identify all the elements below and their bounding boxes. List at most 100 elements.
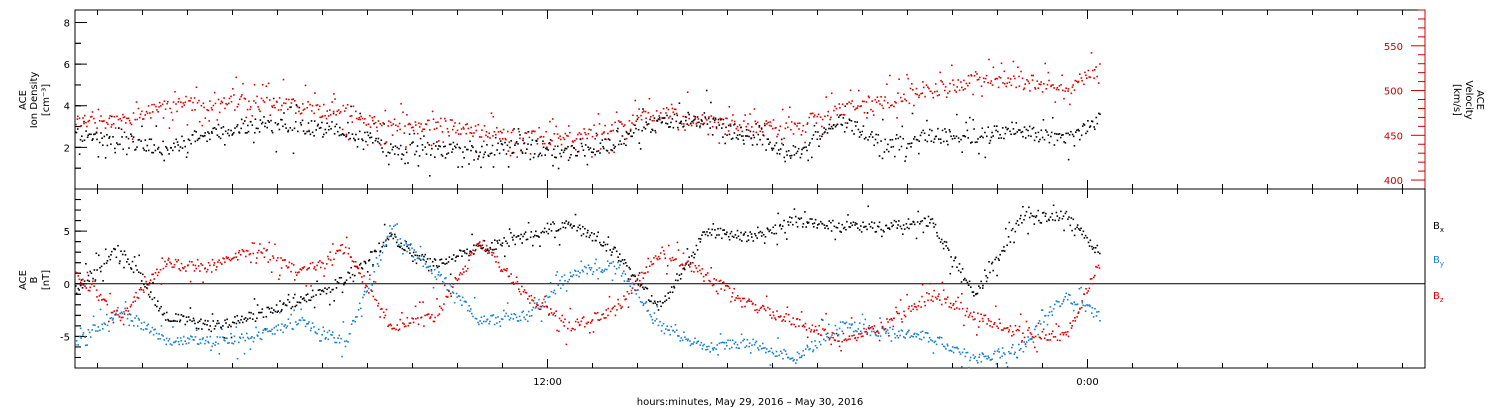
data-point [150, 330, 152, 333]
data-point [913, 223, 916, 226]
data-point [643, 288, 645, 290]
data-point [993, 321, 996, 324]
data-point [664, 257, 667, 259]
data-point [430, 144, 433, 147]
data-point [629, 285, 632, 287]
data-point [194, 140, 197, 143]
data-point [801, 325, 804, 328]
data-point [563, 138, 566, 141]
data-point [161, 153, 163, 156]
data-point [116, 115, 118, 118]
data-point [223, 257, 225, 260]
data-point [735, 136, 738, 139]
data-point [262, 331, 264, 334]
data-point [847, 338, 849, 341]
data-point [1032, 74, 1034, 77]
data-point [253, 141, 255, 144]
data-point [1043, 138, 1046, 141]
data-point [461, 166, 464, 168]
data-point [506, 242, 509, 245]
data-point [724, 285, 727, 287]
data-point [97, 326, 100, 328]
data-point [1075, 131, 1077, 133]
data-point [221, 328, 223, 330]
data-point [1033, 336, 1035, 339]
data-point [399, 144, 402, 147]
data-point [379, 144, 382, 146]
data-point [518, 288, 520, 290]
data-point [1061, 331, 1064, 334]
data-point [985, 275, 987, 277]
data-point [269, 114, 271, 116]
data-point [1067, 158, 1070, 161]
data-point [101, 120, 103, 122]
data-point [427, 269, 430, 272]
data-point [1041, 136, 1044, 139]
data-point [540, 320, 543, 322]
data-point [866, 112, 869, 114]
data-point [462, 151, 464, 153]
data-point [166, 149, 169, 151]
density-axis-unit: [cm⁻³] [41, 84, 52, 116]
data-point [1031, 79, 1034, 81]
data-point [235, 76, 237, 79]
series-bz [74, 236, 1101, 353]
data-point [166, 263, 168, 265]
data-point [784, 320, 787, 322]
data-point [305, 294, 308, 296]
data-point [1086, 130, 1089, 133]
data-point [635, 127, 637, 130]
data-point [648, 97, 651, 100]
data-point [900, 145, 903, 148]
data-point [746, 339, 749, 341]
data-point [825, 312, 827, 315]
data-point [377, 137, 380, 140]
data-point [508, 275, 511, 278]
data-point [373, 122, 375, 125]
data-point [603, 317, 605, 319]
data-point [379, 259, 382, 261]
data-point [941, 129, 944, 132]
data-point [604, 138, 606, 140]
data-point [195, 267, 197, 270]
data-point [454, 277, 457, 279]
data-point [467, 267, 469, 270]
data-point [144, 114, 146, 116]
data-point [605, 309, 607, 311]
data-point [92, 138, 94, 140]
data-point [144, 286, 146, 288]
data-point [769, 364, 772, 366]
data-point [900, 227, 903, 230]
data-point [758, 349, 760, 351]
data-point [596, 150, 598, 153]
data-point [1091, 69, 1094, 72]
magnetic-field-panel: -505 [60, 188, 1426, 369]
data-point [546, 222, 549, 225]
data-point [671, 107, 674, 110]
data-point [758, 309, 760, 312]
data-point [611, 149, 614, 152]
data-point [208, 328, 210, 331]
data-point [723, 289, 726, 291]
data-point [94, 122, 96, 124]
data-point [475, 150, 477, 152]
data-point [606, 268, 608, 271]
data-point [937, 127, 939, 130]
data-point [540, 231, 542, 234]
data-point [498, 321, 501, 323]
data-point [342, 104, 345, 107]
data-point [792, 133, 795, 135]
data-point [1040, 129, 1043, 132]
data-point [217, 261, 219, 263]
data-point [238, 321, 241, 324]
data-point [732, 114, 734, 116]
data-point [789, 358, 791, 360]
data-point [555, 310, 557, 312]
data-point [409, 252, 411, 254]
data-point [587, 146, 589, 148]
data-point [349, 137, 351, 140]
data-point [958, 263, 961, 265]
data-point [826, 114, 829, 117]
data-point [491, 242, 493, 244]
data-point [819, 116, 822, 118]
